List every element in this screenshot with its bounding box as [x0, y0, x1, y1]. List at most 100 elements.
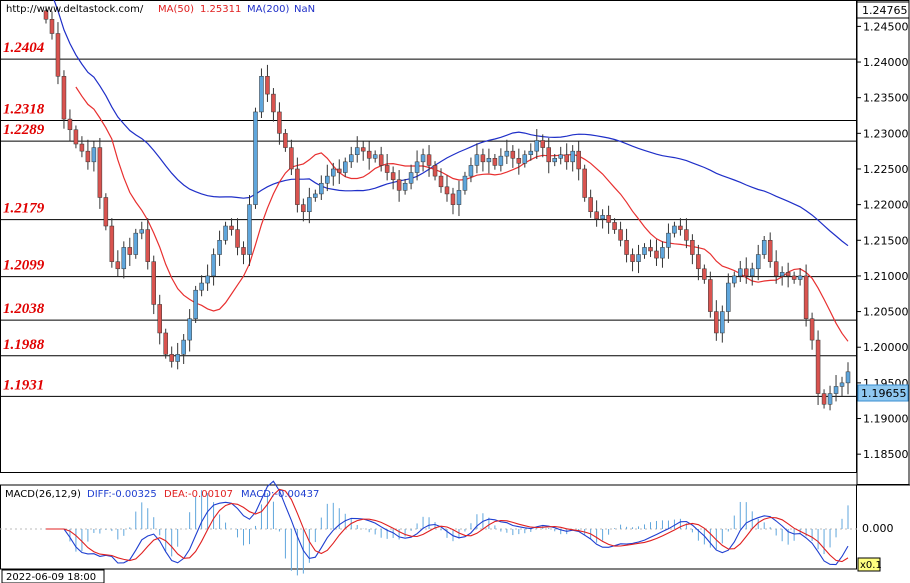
candle-body	[504, 150, 510, 157]
candle-body	[366, 150, 372, 159]
timestamp-box	[1, 569, 105, 583]
candle-body	[588, 197, 593, 213]
ytick-label: 1.22500	[863, 163, 909, 176]
current-price-label: 1.19655	[861, 387, 907, 400]
candle-body	[660, 247, 665, 259]
ytick-label: 1.24500	[863, 20, 909, 33]
candle-body	[648, 247, 653, 252]
candle-body	[606, 215, 611, 223]
ma200-path	[53, 0, 849, 247]
ytick-label: 1.24000	[863, 56, 909, 69]
candle-body	[331, 168, 336, 177]
price-axis-frame	[856, 0, 910, 485]
ma50-label: MA(50)	[158, 4, 194, 15]
candle-body	[576, 150, 581, 170]
candle-body	[720, 311, 725, 334]
level-label: 1.2038	[3, 301, 45, 317]
ma200-label: MA(200)	[247, 4, 289, 15]
candle-body	[779, 272, 785, 277]
candle-body	[809, 318, 815, 341]
candle-body	[343, 161, 348, 173]
top-price-box	[856, 1, 910, 19]
candle-body	[486, 158, 492, 163]
candle-body	[360, 147, 366, 152]
macd-dea: DEA:-0.00107	[164, 489, 233, 500]
candle-body	[229, 225, 234, 230]
ma50-path	[75, 86, 849, 342]
candle-body	[791, 275, 797, 280]
candle-body	[528, 150, 534, 155]
candle-body	[61, 76, 67, 120]
candle-body	[690, 240, 695, 255]
candle-body	[85, 150, 91, 163]
candle-body	[702, 268, 707, 280]
candle-body	[827, 393, 833, 405]
candle-body	[432, 165, 438, 177]
candle-body	[749, 268, 755, 277]
ma50-line	[75, 86, 849, 342]
candle-body	[797, 275, 803, 280]
candle-body	[744, 268, 749, 277]
candle-body	[636, 254, 641, 262]
candle-body	[127, 247, 133, 255]
ytick-label: 1.21000	[863, 270, 909, 283]
candle-body	[803, 275, 809, 319]
candle-body	[510, 150, 516, 159]
candle-body	[438, 175, 444, 188]
candle-body	[157, 304, 162, 334]
candle-body	[785, 272, 791, 277]
candle-body	[217, 240, 222, 255]
candle-body	[666, 232, 671, 248]
candle-body	[384, 165, 390, 173]
candle-body	[295, 168, 300, 205]
price-panel-frame	[0, 0, 857, 473]
candle-body	[73, 129, 79, 145]
macd-series	[0, 480, 857, 576]
macd-value: MACD:-0.00437	[241, 489, 319, 500]
candle-body	[402, 182, 408, 191]
price-axis: 1.24500 1.24000 1.23500 1.23000 1.22500 1.220…	[857, 20, 909, 461]
scale-badge-box[interactable]	[857, 557, 881, 572]
candle-body	[337, 168, 342, 173]
candle-body	[67, 118, 73, 131]
candle-body	[91, 147, 97, 163]
candle-body	[564, 154, 569, 163]
macd-diff: DIFF:-0.00325	[87, 489, 157, 500]
candle-body	[271, 93, 276, 113]
candle-body	[169, 354, 174, 362]
candle-body	[181, 339, 186, 355]
candle-body	[468, 165, 474, 177]
candle-body	[175, 354, 180, 362]
source-url[interactable]: http://www.deltastock.com/	[6, 4, 144, 15]
level-label: 1.2318	[3, 101, 45, 117]
candle-body	[726, 282, 731, 312]
candle-body	[594, 211, 599, 220]
candle-body	[672, 225, 677, 234]
ytick-label: 1.22000	[863, 199, 909, 212]
candle-body	[348, 154, 354, 163]
candle-body	[582, 168, 587, 198]
candle-body	[307, 197, 312, 213]
candle-body	[684, 229, 689, 241]
scale-badge[interactable]: x0.1	[860, 560, 882, 571]
candle-body	[187, 318, 192, 341]
candle-body	[642, 247, 647, 255]
ma200-value: NaN	[294, 4, 315, 15]
candle-body	[456, 190, 462, 205]
ytick-label: 1.18500	[863, 448, 909, 461]
candle-body	[325, 175, 330, 184]
candle-body	[253, 111, 258, 205]
candles	[43, 6, 851, 411]
ma200-line	[53, 0, 849, 247]
candle-body	[821, 393, 827, 405]
candle-body	[522, 154, 528, 164]
candle-body	[97, 147, 103, 198]
candle-body	[241, 247, 246, 255]
candle-body	[540, 140, 546, 148]
candle-body	[313, 193, 318, 198]
candle-body	[390, 172, 396, 180]
candle-body	[396, 179, 402, 191]
candle-body	[480, 154, 486, 163]
candle-body	[277, 111, 282, 134]
